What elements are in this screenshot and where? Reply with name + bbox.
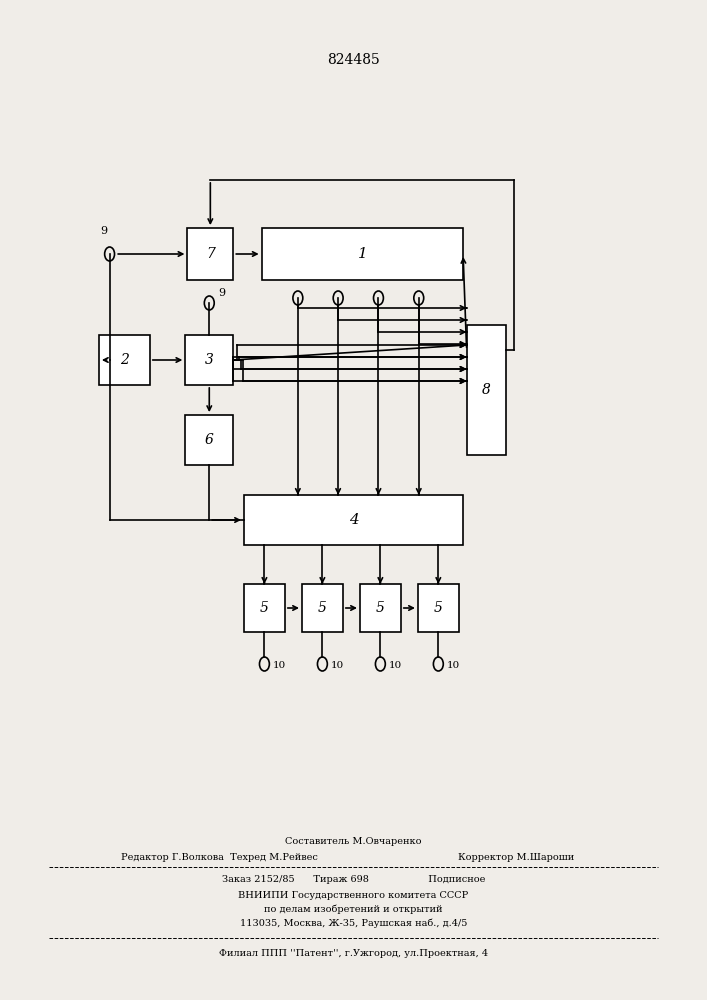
Text: 1: 1 — [358, 247, 367, 261]
Text: Корректор М.Шароши: Корректор М.Шароши — [458, 852, 574, 861]
Text: Заказ 2152/85      Тираж 698                   Подписное: Заказ 2152/85 Тираж 698 Подписное — [222, 876, 485, 884]
Text: 5: 5 — [318, 601, 327, 615]
Text: 113035, Москва, Ж-35, Раушская наб., д.4/5: 113035, Москва, Ж-35, Раушская наб., д.4… — [240, 918, 467, 928]
Text: 3: 3 — [205, 353, 214, 367]
Text: 10: 10 — [447, 662, 460, 671]
Text: 5: 5 — [434, 601, 443, 615]
Bar — [185, 415, 233, 465]
Bar — [262, 228, 463, 280]
Text: 10: 10 — [331, 662, 344, 671]
Text: 824485: 824485 — [327, 53, 380, 67]
Text: 8: 8 — [481, 383, 491, 397]
Bar — [244, 495, 463, 545]
Text: 9: 9 — [218, 288, 226, 298]
Text: 9: 9 — [100, 226, 107, 236]
Bar — [302, 584, 343, 632]
Text: Филиал ППП ''Патент'', г.Ужгород, ул.Проектная, 4: Филиал ППП ''Патент'', г.Ужгород, ул.Про… — [219, 948, 488, 958]
Text: 5: 5 — [260, 601, 269, 615]
Bar — [418, 584, 459, 632]
Text: Составитель М.Овчаренко: Составитель М.Овчаренко — [285, 838, 422, 846]
Text: по делам изобретений и открытий: по делам изобретений и открытий — [264, 904, 443, 914]
Text: 7: 7 — [206, 247, 215, 261]
Text: 6: 6 — [205, 433, 214, 447]
Text: Редактор Г.Волкова  Техред М.Рейвес: Редактор Г.Волкова Техред М.Рейвес — [121, 852, 317, 861]
Bar — [244, 584, 285, 632]
Bar — [467, 325, 506, 455]
Text: 2: 2 — [120, 353, 129, 367]
Text: 10: 10 — [389, 662, 402, 671]
Bar — [360, 584, 401, 632]
Text: 4: 4 — [349, 513, 358, 527]
Text: 5: 5 — [376, 601, 385, 615]
Text: ВНИИПИ Государственного комитета СССР: ВНИИПИ Государственного комитета СССР — [238, 890, 469, 900]
Text: 10: 10 — [273, 662, 286, 671]
Bar — [99, 335, 150, 385]
Bar — [187, 228, 233, 280]
Bar — [185, 335, 233, 385]
